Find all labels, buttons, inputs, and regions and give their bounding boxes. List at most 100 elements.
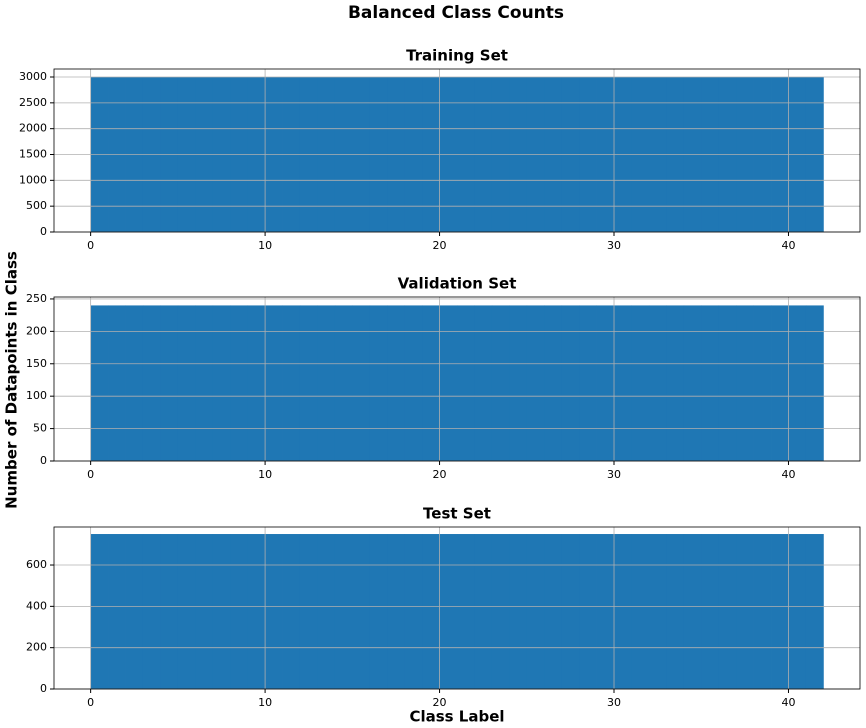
y-tick-label: 250 [26,292,47,305]
y-tick-label: 50 [33,422,47,435]
subplot-title: Validation Set [398,275,517,293]
x-tick-label: 0 [87,696,94,709]
x-tick-label: 0 [87,239,94,252]
y-tick-label: 0 [40,454,47,467]
bar [108,305,126,461]
bar [771,534,789,689]
bar [404,305,423,461]
bar [788,305,807,461]
y-tick-label: 600 [26,558,47,571]
bar [579,534,597,689]
bar [457,305,475,461]
bar [544,305,563,461]
bar [526,534,545,689]
bar [701,534,720,689]
bar [596,534,615,689]
bar [631,305,650,461]
x-tick-label: 40 [781,468,795,481]
bar [230,534,249,689]
bar [474,305,493,461]
bar [282,534,301,689]
bar [352,305,371,461]
bar [265,534,283,689]
bar [631,534,650,689]
bar [736,534,754,689]
bar [369,534,388,689]
bar [561,305,580,461]
x-tick-label: 40 [781,239,795,252]
bar [491,305,510,461]
x-tick-label: 20 [433,468,447,481]
y-tick-label: 500 [26,199,47,212]
bar [247,534,266,689]
x-tick-label: 10 [258,468,272,481]
bar [683,534,702,689]
axes-frame [53,526,861,690]
y-tick-label: 200 [26,324,47,337]
bar [90,305,109,461]
bar [387,305,406,461]
subplot-title: Test Set [423,505,491,523]
bar [544,534,563,689]
bar [509,305,528,461]
bar [771,305,789,461]
bar [142,534,161,689]
bar [526,305,545,461]
bar [195,305,214,461]
bar [369,305,388,461]
bar [788,534,807,689]
bar [439,534,458,689]
bar [317,534,336,689]
x-tick-label: 30 [607,696,621,709]
y-tick-label: 150 [26,357,47,370]
y-tick-label: 3000 [19,70,47,83]
y-tick-label: 0 [40,682,47,695]
x-tick-label: 0 [87,468,94,481]
bar [160,305,179,461]
bar [212,534,231,689]
figure-title: Balanced Class Counts [348,3,564,23]
bar [753,534,772,689]
y-tick-label: 400 [26,599,47,612]
x-tick-label: 20 [433,239,447,252]
x-tick-label: 30 [607,239,621,252]
bar [230,305,249,461]
bar [142,305,161,461]
bar [404,534,423,689]
bar [177,305,196,461]
bar [282,305,301,461]
bar [736,305,754,461]
x-tick-label: 10 [258,696,272,709]
bar [422,305,440,461]
bar [666,534,685,689]
bar [648,534,667,689]
bar [718,305,737,461]
x-tick-label: 40 [781,696,795,709]
bar [561,534,580,689]
bar [160,534,179,689]
bar [125,534,144,689]
bar [509,534,528,689]
bar [683,305,702,461]
bar [422,534,440,689]
y-tick-label: 1500 [19,148,47,161]
y-tick-label: 1000 [19,173,47,186]
bar [474,534,493,689]
x-tick-label: 20 [433,696,447,709]
bar [177,534,196,689]
y-axis-label: Number of Datapoints in Class [3,251,21,509]
bar [805,534,824,689]
bar [579,305,597,461]
axes-frame [53,296,861,462]
y-tick-label: 200 [26,641,47,654]
bar [614,305,632,461]
bar [90,534,109,689]
bar [666,305,685,461]
bar [108,534,126,689]
x-tick-label: 30 [607,468,621,481]
x-axis-label: Class Label [409,708,504,726]
bar [718,534,737,689]
bar [247,305,266,461]
bar [753,305,772,461]
